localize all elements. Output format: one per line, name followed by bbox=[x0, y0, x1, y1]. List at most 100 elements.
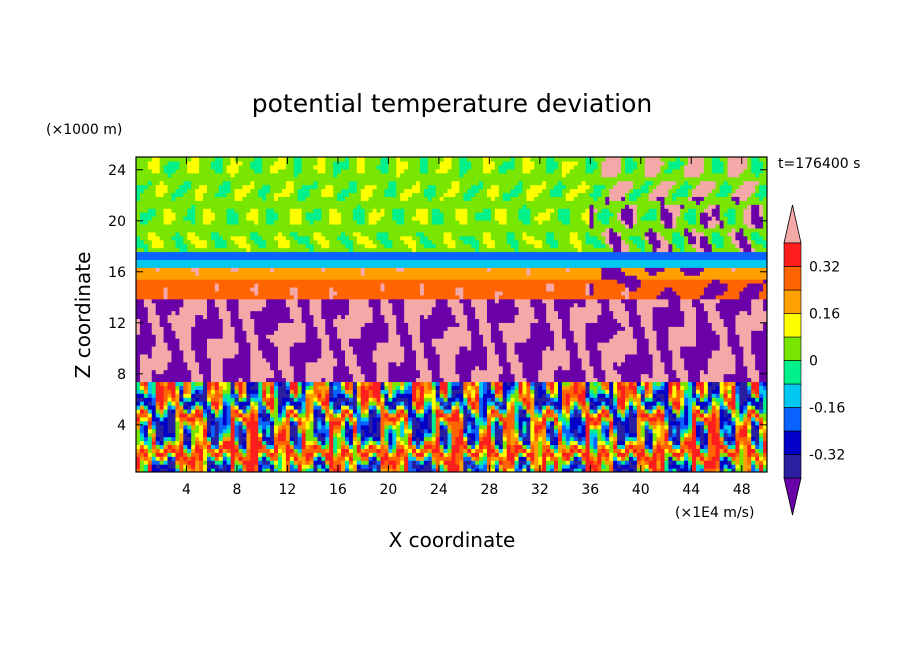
field-cell bbox=[163, 227, 169, 233]
field-cell bbox=[191, 322, 196, 327]
field-cell bbox=[191, 424, 196, 430]
field-cell bbox=[238, 460, 244, 465]
field-cell bbox=[262, 405, 267, 410]
field-cell bbox=[345, 357, 350, 363]
field-cell bbox=[159, 440, 165, 446]
field-cell bbox=[250, 377, 255, 383]
field-cell bbox=[187, 231, 192, 237]
field-cell bbox=[226, 452, 232, 457]
field-cell bbox=[234, 184, 240, 190]
field-cell bbox=[266, 235, 271, 241]
field-cell bbox=[151, 271, 157, 276]
field-cell bbox=[199, 168, 204, 174]
field-cell bbox=[317, 412, 322, 418]
field-cell bbox=[325, 160, 330, 166]
field-cell bbox=[199, 271, 204, 276]
field-cell bbox=[337, 420, 342, 426]
field-cell bbox=[151, 389, 157, 394]
field-cell bbox=[226, 283, 232, 288]
field-cell bbox=[317, 357, 322, 363]
field-cell bbox=[337, 334, 342, 339]
field-cell bbox=[199, 424, 204, 430]
field-cell bbox=[293, 283, 299, 288]
field-cell bbox=[270, 326, 275, 331]
field-cell bbox=[183, 188, 188, 194]
field-cell bbox=[293, 259, 299, 264]
field-cell bbox=[376, 361, 382, 367]
field-cell bbox=[143, 346, 149, 351]
field-cell bbox=[226, 192, 232, 197]
field-cell bbox=[183, 227, 188, 233]
field-cell bbox=[159, 330, 165, 335]
field-cell bbox=[250, 464, 255, 469]
field-cell bbox=[281, 235, 287, 241]
field-cell bbox=[262, 223, 267, 229]
field-cell bbox=[199, 294, 204, 300]
field-cell bbox=[285, 338, 291, 343]
field-cell bbox=[250, 444, 255, 449]
field-cell bbox=[230, 243, 236, 249]
field-cell bbox=[293, 251, 299, 257]
field-cell bbox=[305, 361, 311, 367]
field-cell bbox=[356, 223, 362, 229]
field-cell bbox=[195, 204, 200, 209]
field-cell bbox=[250, 361, 255, 367]
field-cell bbox=[195, 424, 200, 430]
field-cell bbox=[206, 409, 212, 414]
field-cell bbox=[139, 405, 145, 410]
field-cell bbox=[348, 444, 354, 449]
field-cell bbox=[171, 283, 177, 288]
field-cell bbox=[136, 373, 141, 379]
field-cell bbox=[352, 306, 358, 312]
field-cell bbox=[305, 306, 311, 312]
field-cell bbox=[289, 448, 295, 453]
field-cell bbox=[329, 271, 334, 276]
field-cell bbox=[293, 310, 299, 316]
field-cell bbox=[175, 220, 180, 225]
field-cell bbox=[143, 409, 149, 414]
field-cell bbox=[277, 440, 283, 446]
field-cell bbox=[262, 393, 267, 398]
field-cell bbox=[155, 208, 161, 213]
field-cell bbox=[309, 416, 315, 422]
field-cell bbox=[210, 460, 216, 465]
field-cell bbox=[285, 176, 291, 182]
field-cell bbox=[376, 424, 382, 430]
field-cell bbox=[230, 326, 236, 331]
field-cell bbox=[277, 468, 283, 472]
field-cell bbox=[199, 412, 204, 418]
field-cell bbox=[199, 389, 204, 394]
field-cell bbox=[159, 208, 165, 213]
field-cell bbox=[139, 247, 145, 253]
field-cell bbox=[210, 428, 216, 434]
field-cell bbox=[368, 401, 374, 406]
field-cell bbox=[329, 424, 334, 430]
field-cell bbox=[151, 377, 157, 383]
field-cell bbox=[167, 180, 173, 186]
field-cell bbox=[258, 208, 263, 213]
field-cell bbox=[364, 416, 370, 422]
field-cell bbox=[297, 412, 303, 418]
field-cell bbox=[368, 259, 374, 264]
field-cell bbox=[226, 259, 232, 264]
field-cell bbox=[175, 227, 180, 233]
field-cell bbox=[246, 188, 251, 194]
field-cell bbox=[352, 397, 358, 402]
field-cell bbox=[258, 349, 263, 355]
field-cell bbox=[368, 353, 374, 359]
field-cell bbox=[270, 444, 275, 449]
field-cell bbox=[345, 393, 350, 398]
contour-field bbox=[136, 157, 767, 472]
field-cell bbox=[246, 373, 251, 379]
field-cell bbox=[360, 361, 366, 367]
field-cell bbox=[258, 172, 263, 178]
field-cell bbox=[274, 188, 279, 194]
field-cell bbox=[270, 369, 275, 375]
field-cell bbox=[345, 318, 350, 323]
field-cell bbox=[348, 393, 354, 398]
field-cell bbox=[274, 176, 279, 182]
field-cell bbox=[266, 448, 271, 453]
field-cell bbox=[305, 365, 311, 371]
field-cell bbox=[139, 204, 145, 209]
field-cell bbox=[333, 235, 338, 241]
